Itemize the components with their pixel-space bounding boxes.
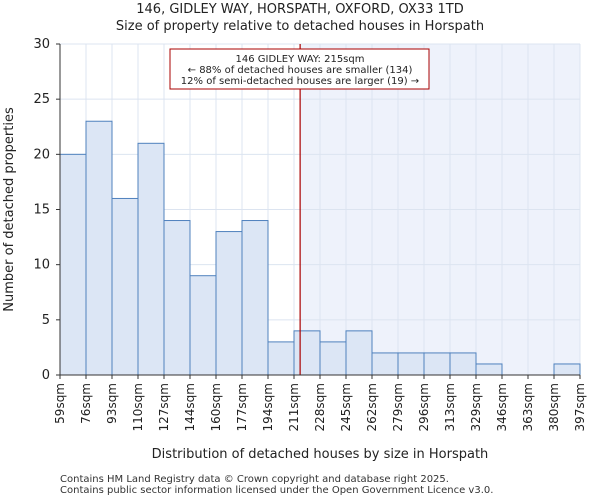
bar	[163, 220, 191, 376]
bar	[345, 330, 373, 376]
footer-line-2: Contains public sector information licen…	[60, 485, 494, 496]
x-tick-label: 160sqm	[209, 383, 223, 431]
x-tick-label: 313sqm	[443, 383, 457, 431]
bar	[137, 142, 165, 376]
annotation-line-3: 12% of semi-detached houses are larger (…	[181, 76, 419, 87]
bar	[449, 352, 477, 376]
x-tick-label: 363sqm	[521, 383, 535, 431]
y-tick-label: 15	[33, 203, 50, 218]
bar	[397, 352, 425, 376]
x-tick-label: 380sqm	[547, 383, 561, 431]
bars	[59, 120, 581, 376]
y-tick-label: 10	[33, 258, 50, 273]
bar	[189, 275, 217, 376]
x-tick-label: 397sqm	[573, 383, 587, 431]
x-tick-label: 211sqm	[287, 383, 301, 431]
y-axis-label: Number of detached properties	[2, 107, 17, 312]
x-tick-label: 127sqm	[157, 383, 171, 431]
annotation-line-1: 146 GIDLEY WAY: 215sqm	[236, 54, 365, 65]
x-tick-label: 59sqm	[53, 383, 67, 424]
y-tick-label: 5	[42, 313, 50, 328]
y-tick-label: 0	[42, 368, 50, 383]
y-tick-labels: 0 5 10 15 20 25 30	[33, 37, 60, 383]
y-tick-label: 20	[33, 147, 50, 162]
annotation-line-2: ← 88% of detached houses are smaller (13…	[188, 65, 413, 76]
bar	[319, 341, 347, 376]
bar	[475, 363, 503, 376]
y-tick-label: 30	[33, 37, 50, 52]
bar	[59, 153, 87, 376]
x-tick-labels: 59sqm 76sqm 93sqm 110sqm 127sqm 144sqm 160sqm 1…	[53, 375, 587, 431]
bar	[267, 341, 295, 376]
x-tick-label: 177sqm	[235, 383, 249, 431]
x-tick-label: 279sqm	[391, 383, 405, 431]
bar	[293, 330, 321, 376]
bar	[553, 363, 581, 376]
x-tick-label: 93sqm	[105, 383, 119, 424]
x-tick-label: 228sqm	[313, 383, 327, 431]
x-tick-label: 346sqm	[495, 383, 509, 431]
chart-title: 146, GIDLEY WAY, HORSPATH, OXFORD, OX33 …	[136, 2, 464, 17]
x-tick-label: 144sqm	[183, 383, 197, 431]
bar	[215, 231, 243, 376]
bar	[241, 220, 269, 376]
x-axis-label: Distribution of detached houses by size …	[152, 447, 489, 462]
chart-subtitle: Size of property relative to detached ho…	[115, 19, 485, 34]
x-tick-label: 329sqm	[469, 383, 483, 431]
bar	[371, 352, 399, 376]
bar	[423, 352, 451, 376]
x-tick-label: 296sqm	[417, 383, 431, 431]
x-tick-label: 262sqm	[365, 383, 379, 431]
annotation-border	[169, 48, 430, 90]
x-tick-label: 194sqm	[261, 383, 275, 431]
bar	[85, 120, 113, 376]
bar	[111, 197, 139, 376]
x-tick-label: 76sqm	[79, 383, 93, 424]
footer-line-1: Contains HM Land Registry data © Crown c…	[60, 474, 449, 485]
x-tick-label: 245sqm	[339, 383, 353, 431]
y-tick-label: 25	[33, 92, 50, 107]
x-tick-label: 110sqm	[131, 383, 145, 431]
annotation-box: 146 GIDLEY WAY: 215sqm ← 88% of detached…	[169, 48, 430, 90]
